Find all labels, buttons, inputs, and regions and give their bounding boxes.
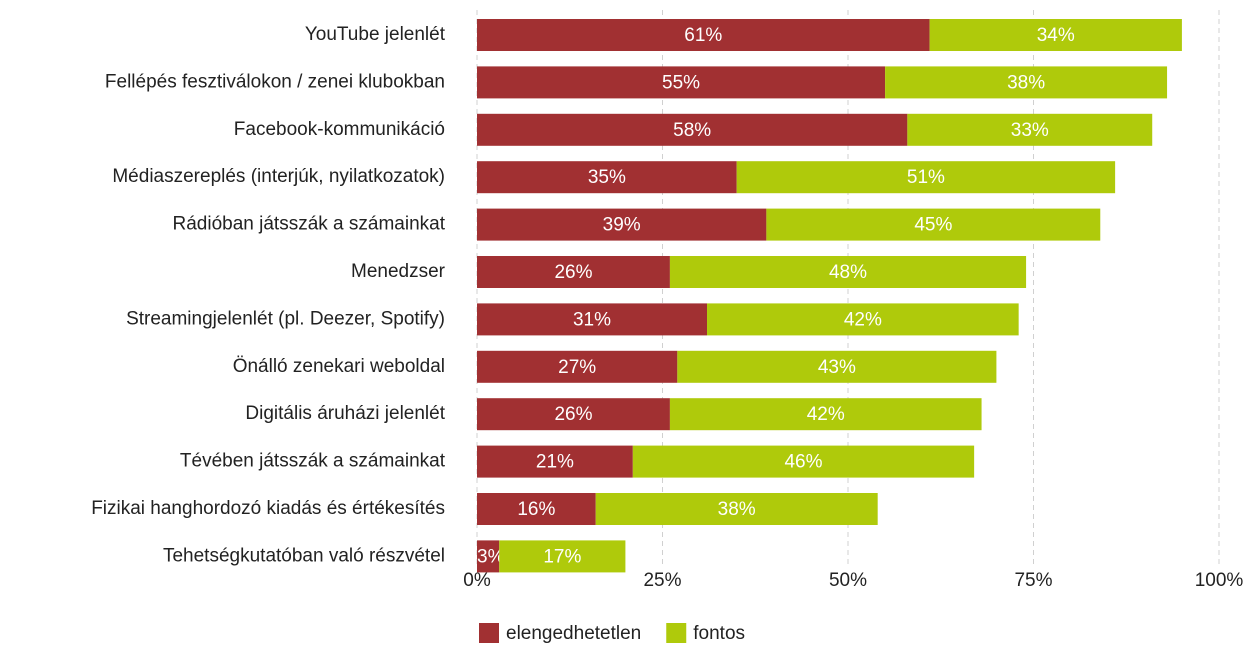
value-label: 21% (536, 452, 574, 473)
legend-swatch (666, 623, 687, 643)
value-label: 16% (517, 499, 555, 520)
bar-segment (477, 208, 767, 241)
category-label: Tévében játsszák a számainkat (180, 451, 446, 472)
value-label: 34% (1037, 25, 1075, 46)
bar-segment (632, 445, 975, 478)
bar-segment (477, 113, 908, 146)
category-label: Önálló zenekari weboldal (233, 356, 445, 377)
bar-segment (477, 398, 670, 431)
value-label: 46% (784, 452, 822, 473)
value-label: 55% (662, 72, 700, 93)
x-tick-label: 50% (829, 570, 867, 591)
bar-segment (766, 208, 1101, 241)
x-tick-label: 100% (1195, 570, 1244, 591)
legend-label: elengedhetetlen (506, 623, 641, 644)
category-label: YouTube jelenlét (305, 24, 446, 45)
category-label: Tehetségkutatóban való részvétel (163, 545, 445, 566)
value-label: 39% (603, 215, 641, 236)
bar-segment (677, 350, 997, 383)
bar-segment (669, 398, 982, 431)
value-label: 33% (1011, 120, 1049, 141)
x-tick-label: 75% (1014, 570, 1052, 591)
bar-segment (595, 493, 878, 525)
bar-segment (707, 303, 1019, 336)
bar-segment (477, 66, 886, 99)
category-label: Rádióban játsszák a számainkat (173, 214, 446, 235)
value-label: 48% (829, 262, 867, 283)
bar-segment (736, 161, 1116, 194)
bar-segment (477, 493, 596, 525)
category-label: Digitális áruházi jelenlét (245, 403, 445, 424)
value-label: 43% (818, 357, 856, 378)
category-label: Médiaszereplés (interjúk, nyilatkozatok) (112, 166, 445, 187)
value-label: 38% (718, 499, 756, 520)
value-label: 35% (588, 167, 626, 188)
category-label: Menedzser (351, 261, 446, 282)
bar-segment (669, 256, 1027, 288)
value-label: 51% (907, 167, 945, 188)
x-tick-label: 0% (463, 570, 491, 591)
category-label: Facebook-kommunikáció (234, 119, 445, 140)
value-label: 45% (914, 215, 952, 236)
value-label: 26% (554, 404, 592, 425)
value-label: 42% (844, 309, 882, 330)
category-label: Fellépés fesztiválokon / zenei klubokban (105, 71, 445, 92)
value-label: 42% (807, 404, 845, 425)
category-label: Streamingjelenlét (pl. Deezer, Spotify) (126, 308, 445, 329)
bar-segment (477, 350, 678, 383)
bar-segment (477, 540, 500, 573)
bar-segment (929, 19, 1182, 51)
x-tick-label: 25% (643, 570, 681, 591)
bar-segment (885, 66, 1168, 99)
bar-segment (907, 113, 1153, 146)
value-label: 3% (477, 546, 505, 567)
value-label: 17% (543, 546, 581, 567)
bar-segment (477, 445, 633, 478)
value-label: 26% (554, 262, 592, 283)
bar-segment (477, 256, 670, 288)
value-label: 61% (684, 25, 722, 46)
value-label: 58% (673, 120, 711, 141)
bar-segment (477, 303, 708, 336)
category-label: Fizikai hanghordozó kiadás és értékesíté… (91, 498, 445, 519)
value-label: 31% (573, 309, 611, 330)
bar-segment (499, 540, 626, 573)
legend-label: fontos (693, 623, 745, 644)
legend-swatch (479, 623, 499, 643)
value-label: 38% (1007, 72, 1045, 93)
bar-segment (477, 161, 737, 194)
value-label: 27% (558, 357, 596, 378)
bar-segment (477, 19, 930, 51)
